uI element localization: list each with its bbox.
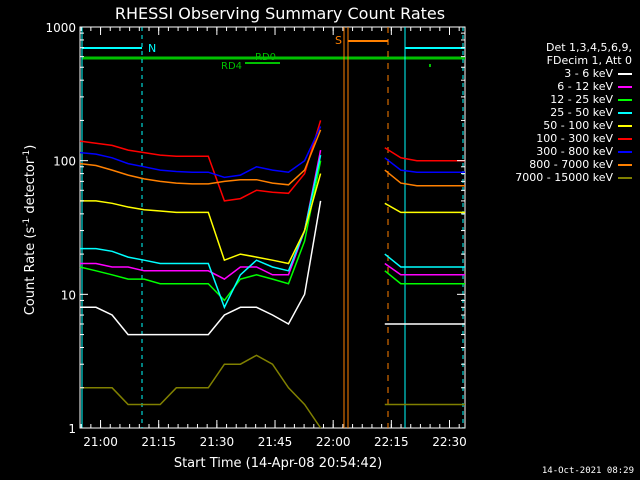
legend-swatch bbox=[618, 164, 632, 166]
chart-title: RHESSI Observing Summary Count Rates bbox=[115, 4, 445, 23]
legend-label: 800 - 7000 keV bbox=[529, 158, 613, 171]
legend-item: 800 - 7000 keV bbox=[472, 158, 632, 171]
legend-swatch bbox=[618, 138, 632, 140]
y-tick-label: 10 bbox=[61, 288, 76, 302]
series-line-300-800-keV bbox=[79, 126, 322, 179]
legend-label: 50 - 100 keV bbox=[543, 119, 613, 132]
y-axis-label: Count Rate (s-1 detector-1) bbox=[22, 145, 38, 316]
legend-swatch bbox=[618, 73, 632, 75]
plot-frame bbox=[79, 26, 466, 429]
series-line-25-50-keV bbox=[384, 253, 465, 268]
series-line-100-300-keV bbox=[384, 147, 465, 162]
legend-label: 300 - 800 keV bbox=[536, 145, 613, 158]
series-line-6-12-keV bbox=[80, 149, 322, 280]
legend-item: 12 - 25 keV bbox=[472, 93, 632, 106]
legend-label: 25 - 50 keV bbox=[550, 106, 613, 119]
legend-item: 50 - 100 keV bbox=[472, 119, 632, 132]
y-tick-label: 1000 bbox=[45, 21, 76, 35]
rd0-label: RD0 bbox=[255, 52, 276, 63]
series-line-800-7000-keV bbox=[79, 129, 322, 186]
legend-label: 100 - 300 keV bbox=[536, 132, 613, 145]
series-layer bbox=[79, 120, 465, 429]
series-line-50-100-keV bbox=[384, 202, 465, 214]
series-line-3-6-keV bbox=[80, 200, 322, 336]
x-tick-label: 22:00 bbox=[316, 435, 351, 449]
series-line-50-100-keV bbox=[80, 173, 322, 265]
rd-marker bbox=[429, 64, 431, 67]
legend-item: 100 - 300 keV bbox=[472, 132, 632, 145]
y-tick-label: 100 bbox=[53, 155, 76, 169]
legend-swatch bbox=[618, 125, 632, 127]
legend-item: 7000 - 15000 keV bbox=[472, 171, 632, 184]
footer-timestamp: 14-Oct-2021 08:29 bbox=[541, 466, 634, 476]
rd4-label: RD4 bbox=[221, 61, 242, 72]
axes-layer: 1 10 100 1000 21:00 21:15 21:30 21:45 22:00 22:15… bbox=[45, 21, 466, 449]
series-line-25-50-keV bbox=[80, 154, 322, 310]
legend-label: 6 - 12 keV bbox=[557, 80, 613, 93]
legend-label: 3 - 6 keV bbox=[564, 67, 613, 80]
legend-label: 12 - 25 keV bbox=[550, 93, 613, 106]
legend-item: 300 - 800 keV bbox=[472, 145, 632, 158]
series-line-12-25-keV bbox=[384, 270, 465, 285]
x-tick-label: 21:00 bbox=[83, 435, 118, 449]
x-tick-label: 21:30 bbox=[200, 435, 235, 449]
x-tick-label: 22:15 bbox=[374, 435, 409, 449]
x-tick-label: 22:30 bbox=[432, 435, 467, 449]
saa-label: S bbox=[335, 34, 342, 47]
x-axis-label: Start Time (14-Apr-08 20:54:42) bbox=[174, 456, 382, 471]
annotations-layer: N RD0 RD4 S bbox=[81, 27, 465, 428]
series-line-100-300-keV bbox=[79, 120, 322, 202]
series-line-6-12-keV bbox=[384, 262, 465, 276]
series-line-12-25-keV bbox=[79, 160, 322, 302]
legend-swatch bbox=[618, 151, 632, 153]
x-tick-label: 21:15 bbox=[141, 435, 176, 449]
legend-header-line-1: Det 1,3,4,5,6,9, bbox=[545, 41, 632, 54]
series-line-7000-15000-keV bbox=[80, 354, 322, 429]
series-line-300-800-keV bbox=[384, 157, 465, 173]
legend-swatch bbox=[618, 177, 632, 179]
legend-item: 3 - 6 keV bbox=[472, 67, 632, 80]
legend-header-line-2: FDecim 1, Att 0 bbox=[546, 54, 632, 67]
legend-swatch bbox=[618, 86, 632, 88]
legend-label: 7000 - 15000 keV bbox=[515, 171, 613, 184]
night-label: N bbox=[148, 42, 156, 55]
legend-swatch bbox=[618, 99, 632, 101]
legend-item: 25 - 50 keV bbox=[472, 106, 632, 119]
x-tick-label: 21:45 bbox=[258, 435, 293, 449]
legend: Det 1,3,4,5,6,9, FDecim 1, Att 0 3 - 6 k… bbox=[472, 41, 632, 184]
legend-swatch bbox=[618, 112, 632, 114]
y-tick-label: 1 bbox=[68, 422, 76, 436]
series-line-800-7000-keV bbox=[384, 169, 465, 187]
legend-item: 6 - 12 keV bbox=[472, 80, 632, 93]
